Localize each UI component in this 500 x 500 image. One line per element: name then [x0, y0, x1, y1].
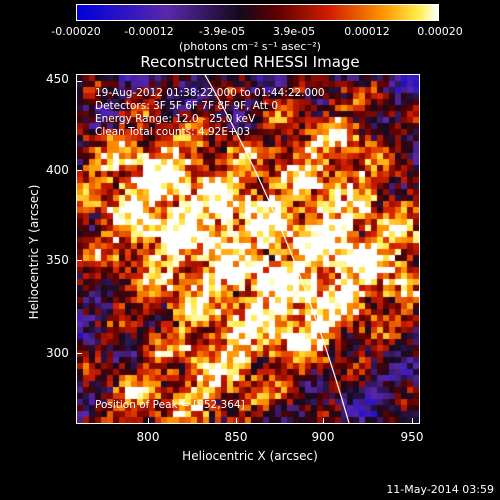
colorbar-tick: 0.00012 [344, 25, 390, 38]
colorbar [76, 4, 439, 21]
detectors-label: Detectors: 3F 5F 6F 7F 8F 9F, Att 0 [95, 100, 279, 112]
y-tick: 300 [46, 346, 69, 360]
colorbar-tick: -0.00020 [51, 25, 101, 38]
x-tick: 800 [136, 430, 160, 444]
page-title: Reconstructed RHESSI Image [140, 53, 360, 71]
datestamp: 11-May-2014 03:59 [386, 483, 494, 496]
colorbar-tick: 3.9e-05 [272, 25, 316, 38]
time-range-label: 19-Aug-2012 01:38:22.000 to 01:44:22.000 [95, 87, 325, 99]
y-tick: 400 [46, 163, 69, 177]
image-plot: 19-Aug-2012 01:38:22.000 to 01:44:22.000… [76, 74, 420, 424]
x-tick: 900 [311, 430, 335, 444]
y-tick: 350 [46, 253, 69, 267]
solar-limb [204, 75, 350, 423]
peak-position-label: Position of Peak = [852,364] [95, 399, 245, 411]
x-tick: 850 [224, 430, 248, 444]
colorbar-tick: -0.00012 [124, 25, 174, 38]
colorbar-tick: -3.9e-05 [198, 25, 246, 38]
method-counts-label: Clean Total counts: 4.92E+03 [95, 126, 251, 138]
energy-range-label: Energy Range: 12.0 - 25.0 keV [95, 113, 256, 125]
x-axis-label: Heliocentric X (arcsec) [182, 449, 318, 463]
colorbar-tick: 0.00020 [417, 25, 463, 38]
y-axis-label: Heliocentric Y (arcsec) [27, 184, 41, 320]
rhessi-image [77, 75, 419, 423]
colorbar-units: (photons cm⁻² s⁻¹ asec⁻²) [179, 40, 321, 53]
x-tick: 950 [400, 430, 424, 444]
y-tick: 450 [46, 72, 69, 86]
